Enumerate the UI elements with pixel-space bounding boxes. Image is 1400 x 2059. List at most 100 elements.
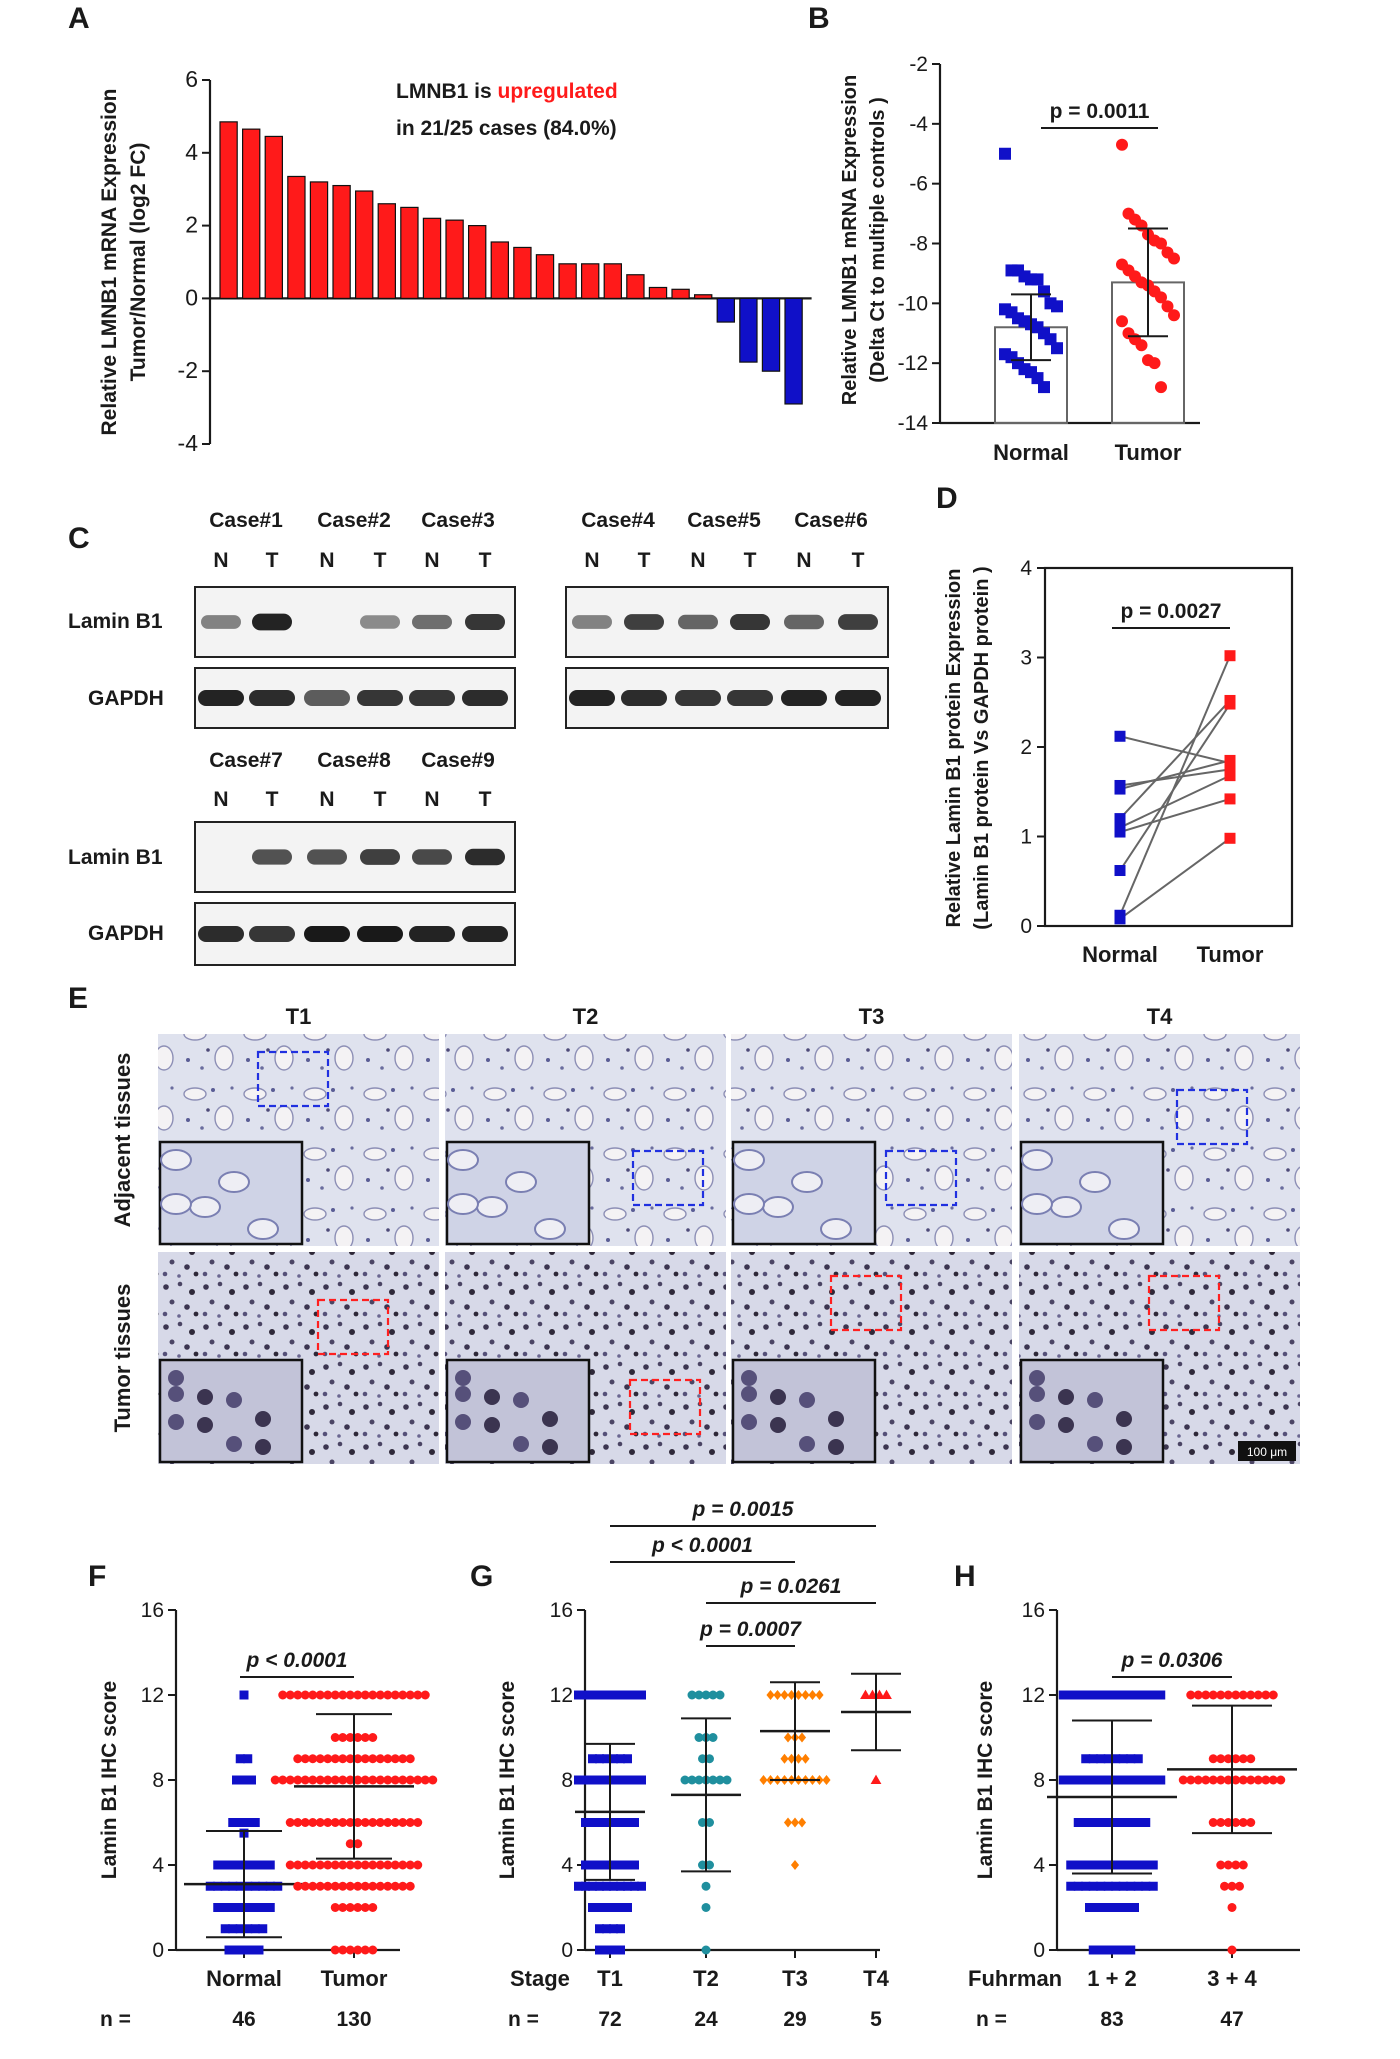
data-point	[368, 1690, 378, 1700]
data-point	[323, 1690, 333, 1700]
data-point	[1231, 1775, 1241, 1785]
data-point	[1231, 1754, 1241, 1764]
data-point	[1178, 1775, 1188, 1785]
bar	[219, 121, 238, 299]
data-point	[602, 1945, 611, 1955]
p-value-label: p = 0.0306	[1121, 1649, 1223, 1672]
data-point	[338, 1881, 348, 1891]
data-point	[574, 1775, 583, 1785]
ihc-roi-box	[256, 1050, 330, 1108]
data-point	[330, 1881, 340, 1891]
data-point	[273, 1881, 283, 1891]
annotation-line2: in 21/25 cases (84.0%)	[396, 117, 617, 140]
data-point	[235, 1903, 245, 1912]
n-label: n =	[976, 2008, 1007, 2031]
data-point	[773, 1690, 782, 1700]
data-point	[300, 1818, 310, 1827]
data-point	[999, 147, 1011, 160]
data-point	[345, 1945, 355, 1955]
data-point	[1066, 1860, 1076, 1870]
column-header: T2	[573, 1004, 599, 1029]
data-point	[338, 1733, 348, 1742]
data-point	[623, 1754, 632, 1764]
inset-tubule	[189, 1196, 221, 1218]
y-tick-label: 4	[561, 1854, 573, 1877]
data-point	[1276, 1775, 1286, 1785]
y-tick-label: 12	[141, 1684, 164, 1707]
data-point	[293, 1754, 303, 1764]
data-point	[1224, 770, 1236, 782]
data-point	[722, 1775, 732, 1785]
data-point	[345, 1775, 355, 1785]
data-point	[1261, 1775, 1271, 1785]
data-point	[353, 1903, 363, 1912]
annotation-highlight: upregulated	[498, 80, 618, 103]
data-point	[398, 1754, 408, 1764]
data-point	[1201, 1690, 1211, 1700]
data-point	[797, 1732, 807, 1743]
data-point	[1114, 865, 1126, 877]
data-point	[1227, 1881, 1237, 1891]
lamin-band	[572, 615, 612, 629]
panel-letter-b: B	[808, 2, 830, 35]
y-tick-label: -14	[898, 412, 929, 435]
gapdh-band	[569, 690, 615, 706]
data-point	[1238, 1690, 1248, 1700]
lane-label: N	[213, 788, 228, 811]
bar	[558, 263, 577, 300]
pair-line	[1119, 759, 1231, 791]
data-point	[602, 1690, 611, 1700]
scale-bar-box	[1238, 1441, 1296, 1461]
data-point	[581, 1690, 590, 1700]
data-point	[616, 1690, 625, 1700]
data-point	[1111, 1690, 1121, 1700]
lane-label: T	[852, 549, 865, 572]
x-tick-label: T3	[782, 1966, 808, 1991]
data-point	[1088, 1690, 1098, 1700]
data-point	[1103, 1754, 1113, 1764]
data-point	[1141, 1690, 1151, 1700]
data-point	[1223, 1690, 1233, 1700]
x-tick-label: T4	[863, 1966, 889, 1991]
lane-label: N	[424, 549, 439, 572]
data-point	[239, 1775, 249, 1785]
data-point	[383, 1860, 393, 1870]
data-point	[1088, 1881, 1098, 1891]
lane-label: T	[266, 549, 279, 572]
y-tick-label: 16	[550, 1599, 573, 1622]
data-point	[308, 1754, 318, 1764]
bar	[490, 241, 510, 299]
data-point	[602, 1775, 611, 1785]
data-point	[1066, 1881, 1076, 1891]
data-point	[220, 1860, 230, 1870]
data-point	[338, 1818, 348, 1827]
data-point	[250, 1860, 260, 1870]
y-tick-label: 12	[550, 1684, 573, 1707]
data-point	[300, 1881, 310, 1891]
data-point	[300, 1754, 310, 1764]
data-point	[815, 1690, 824, 1700]
data-point	[1103, 1860, 1113, 1870]
data-point	[285, 1818, 295, 1827]
inset-nucleus	[770, 1417, 786, 1433]
data-point	[1238, 1775, 1248, 1785]
gapdh-band	[249, 926, 295, 942]
data-point	[1261, 1690, 1271, 1700]
data-point	[345, 1690, 355, 1700]
data-point	[595, 1754, 604, 1764]
data-point	[705, 1754, 714, 1764]
lamin-band	[838, 614, 878, 630]
data-point	[243, 1881, 253, 1891]
lamin-band	[784, 614, 824, 630]
data-point	[1223, 1818, 1233, 1827]
p-value-label: p = 0.0011	[1050, 100, 1150, 123]
y-tick-label: -12	[898, 352, 928, 375]
y-axis-label: Relative LMNB1 mRNA Expression	[98, 89, 121, 436]
data-point	[285, 1775, 295, 1785]
data-point	[1096, 1818, 1106, 1827]
data-point	[398, 1881, 408, 1891]
scale-bar-label: 100 μm	[1247, 1445, 1287, 1459]
inset-nucleus	[799, 1392, 815, 1408]
data-point	[1126, 1775, 1136, 1785]
data-point	[1208, 1818, 1218, 1827]
